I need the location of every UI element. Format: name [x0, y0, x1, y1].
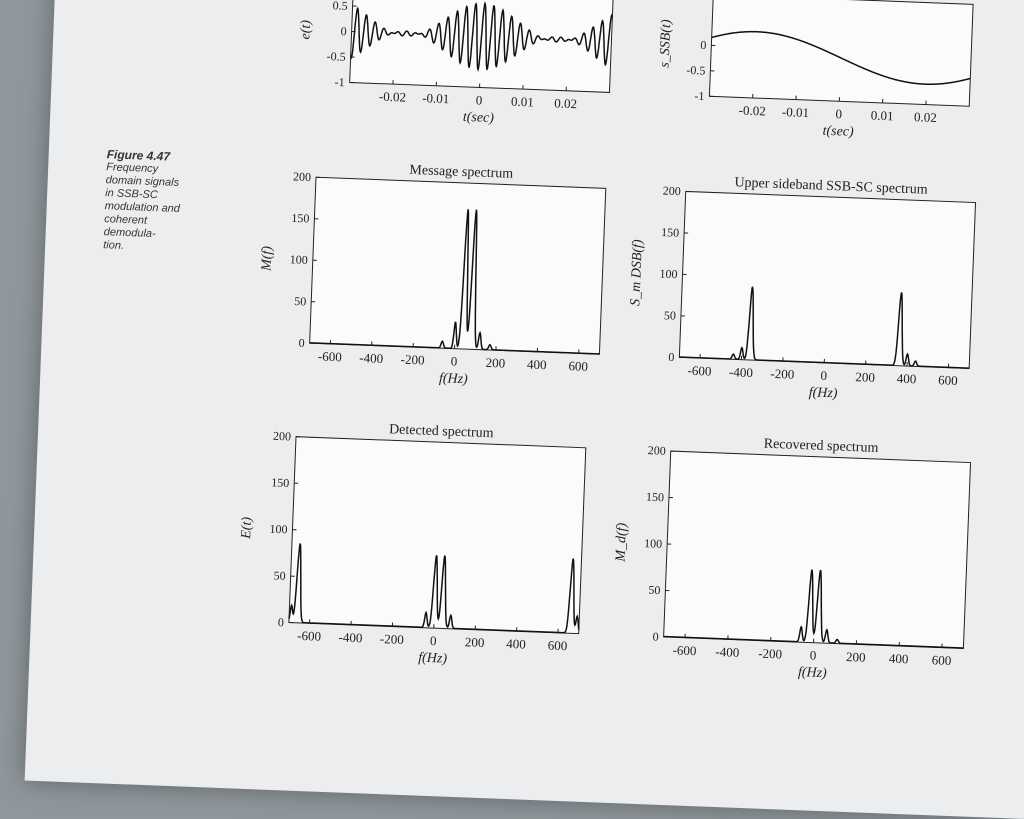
y-tick-label: 200	[293, 169, 312, 184]
plot-frame	[310, 177, 606, 354]
y-tick-label: 200	[662, 184, 681, 199]
x-tick-label: 0.02	[554, 95, 577, 111]
y-axis-label: s_SSB(t)	[657, 19, 674, 68]
x-tick-label: -600	[318, 348, 342, 364]
chart-message-spectrum: Message spectrum -600 -400 -200 0 200 400 600 0 5…	[250, 149, 619, 403]
x-tick-label: 200	[846, 649, 866, 665]
y-tick-label: 0	[298, 336, 305, 350]
y-tick-label: -0.5	[686, 63, 706, 78]
y-axis-label: E(t)	[239, 516, 255, 540]
x-axis-label: t(sec)	[822, 124, 854, 140]
y-tick-label: 50	[648, 583, 661, 597]
x-tick-label: -400	[359, 350, 383, 366]
chart-recovered-spectrum: Recovered spectrum -600 -400 -200 0 200 400 600…	[604, 423, 984, 697]
y-tick-label: 0	[700, 38, 707, 52]
y-tick-label: 50	[294, 294, 307, 308]
x-tick-label: -200	[758, 646, 782, 662]
x-axis-label: f(Hz)	[808, 385, 838, 401]
x-axis-label: f(Hz)	[439, 371, 469, 387]
y-tick-label: 0	[668, 350, 675, 364]
y-tick-label: 200	[273, 429, 292, 444]
y-tick-label: 150	[646, 490, 665, 505]
y-axis-label: M_d(f)	[613, 522, 630, 563]
y-tick-label: 100	[290, 252, 309, 267]
y-tick-label: 200	[648, 443, 667, 458]
x-tick-label: 0	[476, 92, 483, 107]
y-tick-label: -1	[694, 89, 705, 103]
x-tick-label: 0	[820, 368, 827, 383]
y-tick-label: 50	[273, 568, 286, 582]
x-tick-label: 400	[889, 651, 909, 667]
y-axis-label: S_m DSB(f)	[628, 239, 646, 306]
y-axis-label: M(f)	[259, 245, 275, 272]
x-tick-label: -0.02	[379, 89, 407, 105]
x-tick-label: 0.01	[511, 94, 534, 110]
chart-ssb-spectrum: Upper sideband SSB-SC spectrum-600-400-2…	[620, 163, 989, 417]
y-axis-label: e(t)	[298, 19, 314, 39]
chart-time-envelope: -0.02 -0.01 0 0.01 0.02 -1 -0.5 0 0.5 t(sec) e(t)	[290, 0, 626, 133]
x-tick-label: 400	[897, 371, 917, 387]
plot-frame	[350, 0, 614, 92]
x-tick-label: 0.02	[914, 109, 937, 125]
y-tick-label: 0.5	[332, 0, 348, 13]
x-tick-label: 400	[527, 356, 547, 372]
y-tick-label: 150	[661, 225, 680, 240]
x-tick-label: 600	[568, 358, 588, 374]
x-tick-label: 600	[931, 652, 951, 668]
x-tick-label: -600	[687, 363, 711, 379]
y-tick-label: 0	[278, 615, 285, 629]
figure-caption: Figure 4.47 Frequency domain signals in …	[103, 148, 227, 257]
x-tick-label: 200	[465, 634, 485, 650]
x-tick-label: -600	[297, 628, 321, 644]
x-tick-label: -200	[400, 352, 424, 368]
y-tick-label: 0	[652, 630, 659, 644]
x-tick-label: 0.01	[870, 107, 893, 123]
x-tick-label: -400	[729, 364, 753, 380]
y-tick-label: 100	[644, 536, 663, 551]
y-tick-label: 100	[659, 267, 678, 282]
chart-title: Message spectrum	[409, 163, 513, 182]
x-tick-label: 0	[835, 106, 842, 121]
x-tick-label: 0	[430, 633, 437, 648]
x-tick-label: 600	[547, 637, 567, 653]
x-tick-label: 400	[506, 636, 526, 652]
x-tick-label: 0	[809, 648, 816, 663]
x-tick-label: -200	[770, 366, 794, 382]
plot-frame	[679, 191, 975, 368]
x-tick-label: -600	[672, 642, 696, 658]
chart-detected-spectrum: Detected spectrum -600 -400 -200 0 200 400 600 0…	[229, 408, 599, 682]
y-tick-label: 150	[271, 475, 290, 490]
x-axis-label: t(sec)	[463, 110, 495, 126]
x-tick-label: 200	[855, 369, 875, 385]
y-tick-label: 50	[664, 308, 677, 322]
y-tick-label: 150	[291, 211, 310, 226]
chart-title: Detected spectrum	[389, 422, 494, 441]
x-axis-label: f(Hz)	[798, 665, 828, 681]
textbook-page: Figure 4.47 Frequency domain signals in …	[25, 0, 1024, 819]
x-tick-label: -400	[715, 644, 739, 660]
x-tick-label: -0.01	[782, 104, 810, 120]
x-tick-label: 200	[485, 355, 505, 371]
plot-frame	[709, 0, 973, 106]
x-tick-label: -200	[380, 631, 404, 647]
y-tick-label: -1	[334, 75, 345, 89]
plot-frame	[664, 451, 971, 648]
x-tick-label: 600	[938, 372, 958, 388]
y-tick-label: 0	[340, 24, 347, 38]
x-axis-label: f(Hz)	[418, 651, 448, 667]
chart-time-ssb: -0.02 -0.01 0 0.01 0.02 -1 -0.5 0 t(sec) s_SSB(t)	[650, 0, 986, 147]
y-tick-label: -0.5	[326, 49, 346, 64]
x-tick-label: -400	[338, 629, 362, 645]
y-tick-label: 100	[269, 522, 288, 537]
x-tick-label: -0.02	[738, 102, 766, 118]
chart-title: Recovered spectrum	[763, 437, 878, 456]
x-tick-label: -0.01	[422, 90, 450, 106]
x-tick-label: 0	[451, 354, 458, 369]
